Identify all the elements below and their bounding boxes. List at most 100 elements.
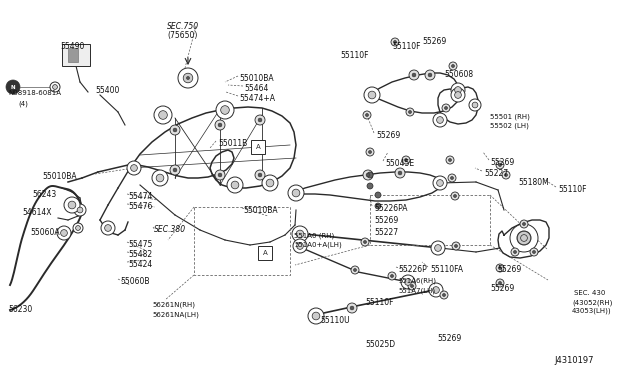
Circle shape	[64, 197, 80, 213]
Circle shape	[365, 113, 369, 116]
Text: 56261N(RH): 56261N(RH)	[152, 302, 195, 308]
Circle shape	[156, 174, 164, 182]
Text: 55482: 55482	[128, 250, 152, 259]
Text: 55025D: 55025D	[365, 340, 395, 349]
Circle shape	[351, 266, 359, 274]
Circle shape	[266, 179, 274, 187]
Circle shape	[412, 73, 416, 77]
Circle shape	[68, 201, 76, 209]
Circle shape	[521, 235, 527, 241]
Text: 55269: 55269	[422, 37, 446, 46]
Text: 55227: 55227	[484, 169, 508, 178]
Text: 55180M: 55180M	[518, 178, 548, 187]
Text: 55269: 55269	[376, 131, 400, 140]
Circle shape	[183, 73, 193, 83]
Bar	[68, 48, 78, 62]
Circle shape	[436, 117, 444, 124]
Text: 55010BA: 55010BA	[42, 172, 77, 181]
Circle shape	[398, 171, 402, 175]
Text: SEC. 430: SEC. 430	[574, 290, 605, 296]
Text: 55501 (RH): 55501 (RH)	[490, 113, 530, 119]
Circle shape	[513, 250, 516, 254]
Circle shape	[404, 158, 408, 161]
Circle shape	[451, 192, 459, 200]
Text: 56243: 56243	[32, 190, 56, 199]
Circle shape	[369, 151, 371, 154]
Text: 55269: 55269	[490, 284, 515, 293]
Circle shape	[517, 231, 531, 245]
Circle shape	[391, 38, 399, 46]
Circle shape	[296, 230, 304, 238]
Circle shape	[6, 80, 20, 94]
Circle shape	[408, 282, 416, 290]
Text: N08918-6081A: N08918-6081A	[8, 90, 61, 96]
Circle shape	[353, 269, 356, 272]
FancyBboxPatch shape	[251, 140, 265, 154]
Circle shape	[472, 102, 478, 108]
Text: SEC.750: SEC.750	[167, 22, 199, 31]
Circle shape	[530, 248, 538, 256]
Text: A: A	[262, 250, 268, 256]
Circle shape	[101, 221, 115, 235]
Circle shape	[52, 84, 58, 89]
Circle shape	[221, 106, 229, 114]
Text: 550608: 550608	[444, 70, 473, 79]
Circle shape	[410, 285, 413, 288]
Text: 55269: 55269	[490, 158, 515, 167]
Text: 43053(LH)): 43053(LH))	[572, 308, 612, 314]
Text: 551A0+A(LH): 551A0+A(LH)	[294, 241, 342, 247]
FancyBboxPatch shape	[258, 246, 272, 260]
Text: 551A6(RH): 551A6(RH)	[398, 278, 436, 285]
Circle shape	[499, 163, 502, 167]
Circle shape	[451, 176, 454, 180]
Circle shape	[363, 111, 371, 119]
Text: 55476: 55476	[128, 202, 152, 211]
Circle shape	[74, 204, 86, 216]
Circle shape	[390, 275, 394, 278]
Circle shape	[288, 185, 304, 201]
Circle shape	[425, 70, 435, 80]
Circle shape	[454, 92, 461, 98]
Circle shape	[401, 275, 415, 289]
Circle shape	[173, 168, 177, 172]
Text: 54614X: 54614X	[22, 208, 51, 217]
Text: 55010BA: 55010BA	[243, 206, 278, 215]
Circle shape	[255, 170, 265, 180]
Text: 55490: 55490	[60, 42, 84, 51]
Circle shape	[452, 242, 460, 250]
Text: 55060B: 55060B	[120, 277, 150, 286]
Circle shape	[367, 183, 373, 189]
Circle shape	[77, 207, 83, 213]
Circle shape	[433, 113, 447, 127]
Text: 55060A: 55060A	[30, 228, 60, 237]
Circle shape	[215, 170, 225, 180]
Circle shape	[76, 225, 81, 230]
Circle shape	[154, 106, 172, 124]
Circle shape	[510, 224, 538, 252]
Circle shape	[454, 244, 458, 247]
Circle shape	[105, 225, 111, 231]
Circle shape	[442, 104, 450, 112]
Circle shape	[258, 118, 262, 122]
Text: 551A0 (RH): 551A0 (RH)	[294, 232, 334, 238]
Circle shape	[50, 82, 60, 92]
Circle shape	[499, 266, 502, 270]
Circle shape	[451, 64, 454, 68]
Circle shape	[469, 99, 481, 111]
Circle shape	[292, 226, 308, 242]
Circle shape	[388, 272, 396, 280]
Text: (43052(RH): (43052(RH)	[572, 299, 612, 305]
Text: 56261NA(LH): 56261NA(LH)	[152, 311, 199, 317]
Circle shape	[61, 230, 67, 236]
Text: 55011B: 55011B	[218, 139, 247, 148]
Circle shape	[408, 110, 412, 113]
Circle shape	[429, 283, 443, 297]
Circle shape	[218, 123, 222, 127]
Circle shape	[451, 88, 465, 102]
Circle shape	[127, 161, 141, 175]
Text: A: A	[255, 144, 260, 150]
Text: 55269: 55269	[497, 265, 521, 274]
Text: (4): (4)	[18, 100, 28, 106]
Circle shape	[532, 250, 536, 254]
Circle shape	[496, 279, 504, 287]
